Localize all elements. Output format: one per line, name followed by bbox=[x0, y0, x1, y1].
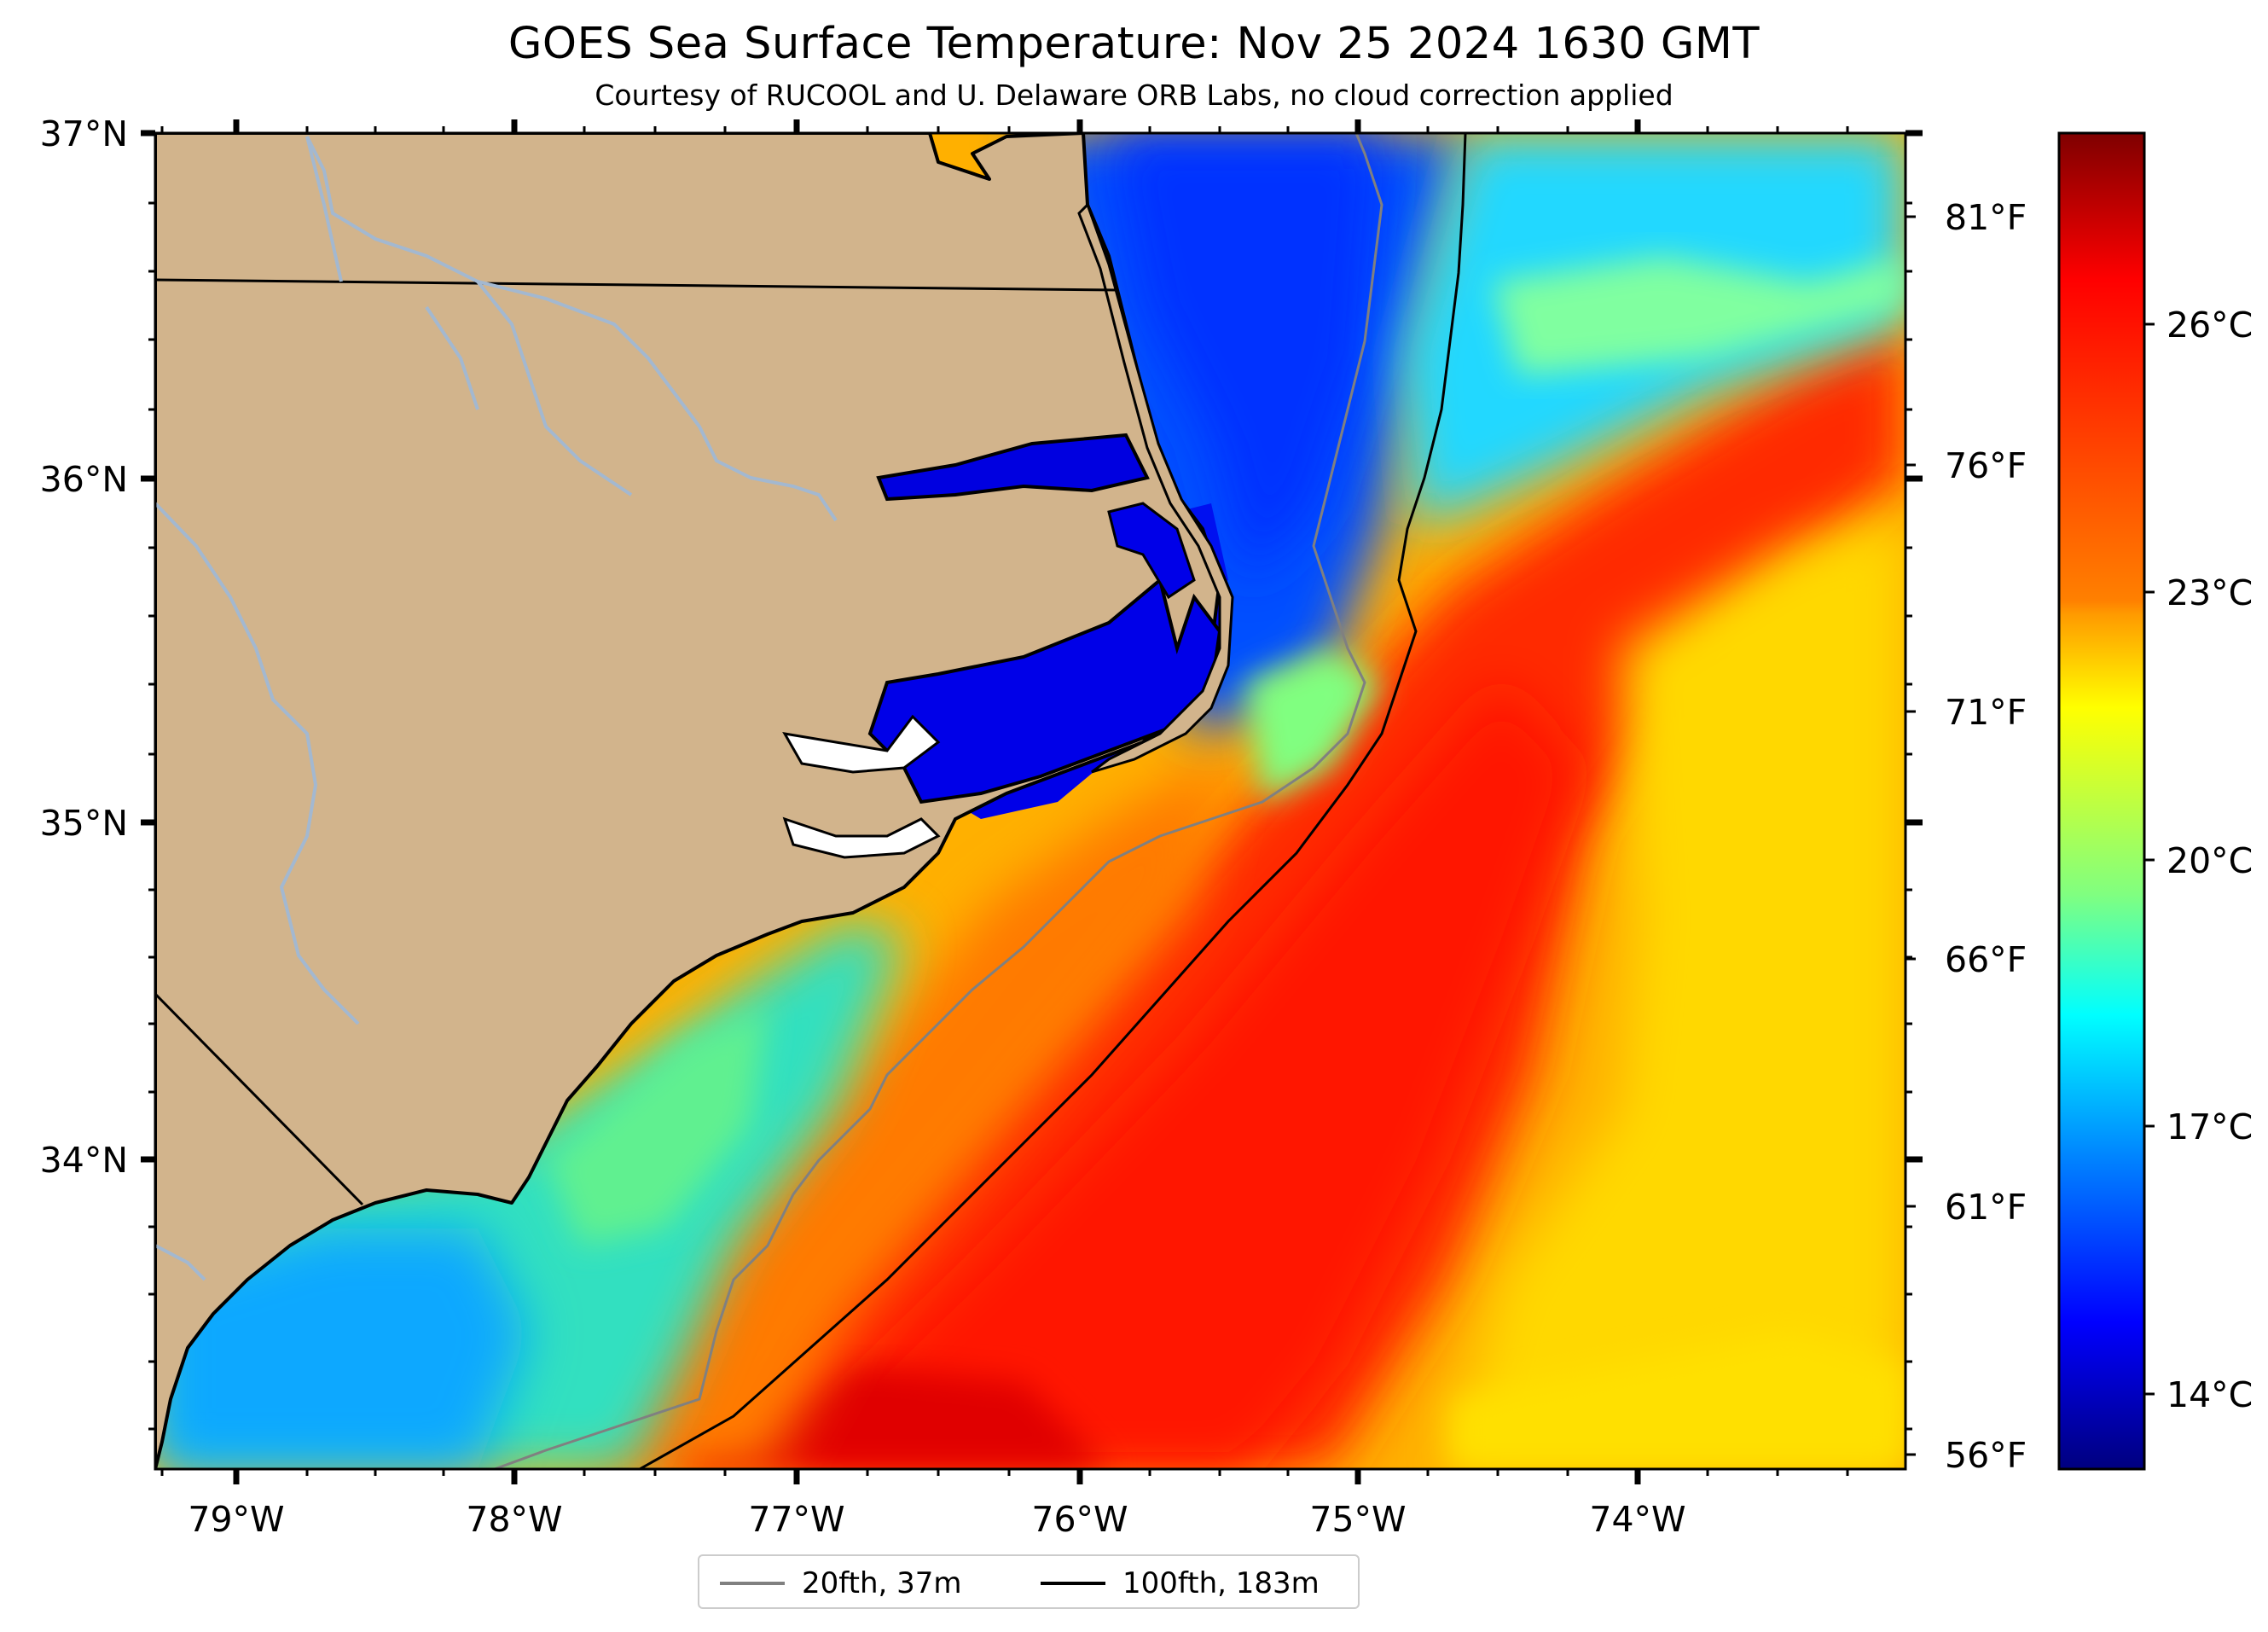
fahrenheit-ticks bbox=[1905, 215, 1916, 1456]
f-label-66: 66°F bbox=[1945, 939, 2027, 980]
gulf-stream-core bbox=[768, 682, 1578, 1469]
f-label-56: 56°F bbox=[1945, 1435, 2027, 1476]
lat-label-37: 37°N bbox=[40, 113, 128, 154]
f-label-71: 71°F bbox=[1945, 692, 2027, 733]
chart-title: GOES Sea Surface Temperature: Nov 25 202… bbox=[508, 19, 1760, 69]
cold-northern-core bbox=[1109, 133, 1382, 580]
lon-label-77: 77°W bbox=[748, 1499, 844, 1540]
f-label-81: 81°F bbox=[1945, 197, 2027, 238]
nc-va-border bbox=[155, 278, 1118, 292]
offshore-yellow bbox=[1450, 512, 1905, 1469]
lon-label-74: 74°W bbox=[1589, 1499, 1685, 1540]
lon-label-76: 76°W bbox=[1031, 1499, 1128, 1540]
colorbar bbox=[2057, 131, 2146, 1471]
f-label-61: 61°F bbox=[1945, 1187, 2027, 1228]
lat-label-34: 34°N bbox=[40, 1140, 128, 1181]
green-patch bbox=[546, 1007, 768, 1246]
c-label-26: 26°C bbox=[2166, 305, 2253, 346]
sst-field bbox=[155, 133, 1905, 1469]
legend-item-100fth: 100fth, 183m bbox=[1041, 1565, 1320, 1602]
legend-item-20fth: 20fth, 37m bbox=[720, 1565, 962, 1602]
neuse-river bbox=[782, 816, 941, 859]
colorbar-ticks bbox=[2144, 322, 2155, 1396]
minor-ticks bbox=[148, 126, 1912, 1476]
legend-label-20fth: 20fth, 37m bbox=[802, 1566, 962, 1600]
c-label-20: 20°C bbox=[2166, 840, 2253, 881]
legend-line-black bbox=[1041, 1582, 1105, 1585]
nc-sc-border bbox=[155, 992, 364, 1206]
lon-label-75: 75°W bbox=[1309, 1499, 1406, 1540]
f-label-76: 76°F bbox=[1945, 445, 2027, 486]
isobath-20fth bbox=[494, 133, 1383, 1469]
lon-label-78: 78°W bbox=[466, 1499, 562, 1540]
lat-major-ticks bbox=[141, 130, 1923, 1163]
albemarle-sound-water bbox=[876, 433, 1150, 502]
map-area bbox=[155, 133, 1905, 1469]
front-green bbox=[1245, 648, 1382, 802]
lat-label-36: 36°N bbox=[40, 459, 128, 500]
rivers bbox=[155, 136, 838, 1281]
legend-label-100fth: 100fth, 183m bbox=[1122, 1566, 1320, 1600]
chart-subtitle: Courtesy of RUCOOL and U. Delaware ORB L… bbox=[595, 78, 1673, 112]
warm-eddy bbox=[682, 1365, 1109, 1469]
croatan-sound-water bbox=[1107, 502, 1196, 600]
c-label-14: 14°C bbox=[2166, 1374, 2253, 1415]
shelf-break-orange bbox=[580, 751, 1228, 1469]
isobath-100fth bbox=[639, 133, 1467, 1469]
pamlico-river bbox=[782, 714, 941, 774]
c-label-17: 17°C bbox=[2166, 1106, 2253, 1147]
offshore-yellow-south bbox=[1450, 1331, 1905, 1469]
map-frame bbox=[154, 131, 1907, 1471]
slope-water-green bbox=[1493, 256, 1905, 375]
outer-banks bbox=[1077, 202, 1234, 774]
lon-major-ticks bbox=[233, 119, 1641, 1484]
lon-label-79: 79°W bbox=[188, 1499, 284, 1540]
cold-nearshore-south bbox=[155, 1228, 529, 1469]
lat-label-35: 35°N bbox=[40, 803, 128, 844]
legend: 20fth, 37m 100fth, 183m bbox=[698, 1554, 1360, 1609]
legend-line-gray bbox=[720, 1582, 785, 1585]
c-label-23: 23°C bbox=[2166, 572, 2253, 613]
